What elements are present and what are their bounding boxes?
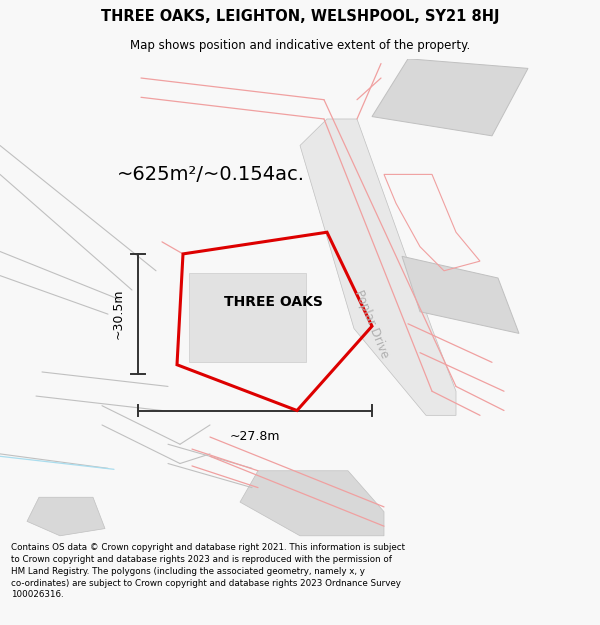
- Polygon shape: [27, 498, 105, 536]
- Polygon shape: [372, 59, 528, 136]
- Text: Contains OS data © Crown copyright and database right 2021. This information is : Contains OS data © Crown copyright and d…: [11, 543, 405, 599]
- Text: Poplar Drive: Poplar Drive: [352, 288, 392, 360]
- Text: Map shows position and indicative extent of the property.: Map shows position and indicative extent…: [130, 39, 470, 52]
- Polygon shape: [240, 471, 384, 536]
- Polygon shape: [402, 256, 519, 333]
- Polygon shape: [300, 119, 456, 416]
- Bar: [189, 273, 306, 362]
- Text: ~30.5m: ~30.5m: [112, 289, 125, 339]
- Text: ~27.8m: ~27.8m: [230, 430, 280, 442]
- Text: THREE OAKS: THREE OAKS: [224, 295, 322, 309]
- Text: THREE OAKS, LEIGHTON, WELSHPOOL, SY21 8HJ: THREE OAKS, LEIGHTON, WELSHPOOL, SY21 8H…: [101, 9, 499, 24]
- Text: ~625m²/~0.154ac.: ~625m²/~0.154ac.: [117, 165, 305, 184]
